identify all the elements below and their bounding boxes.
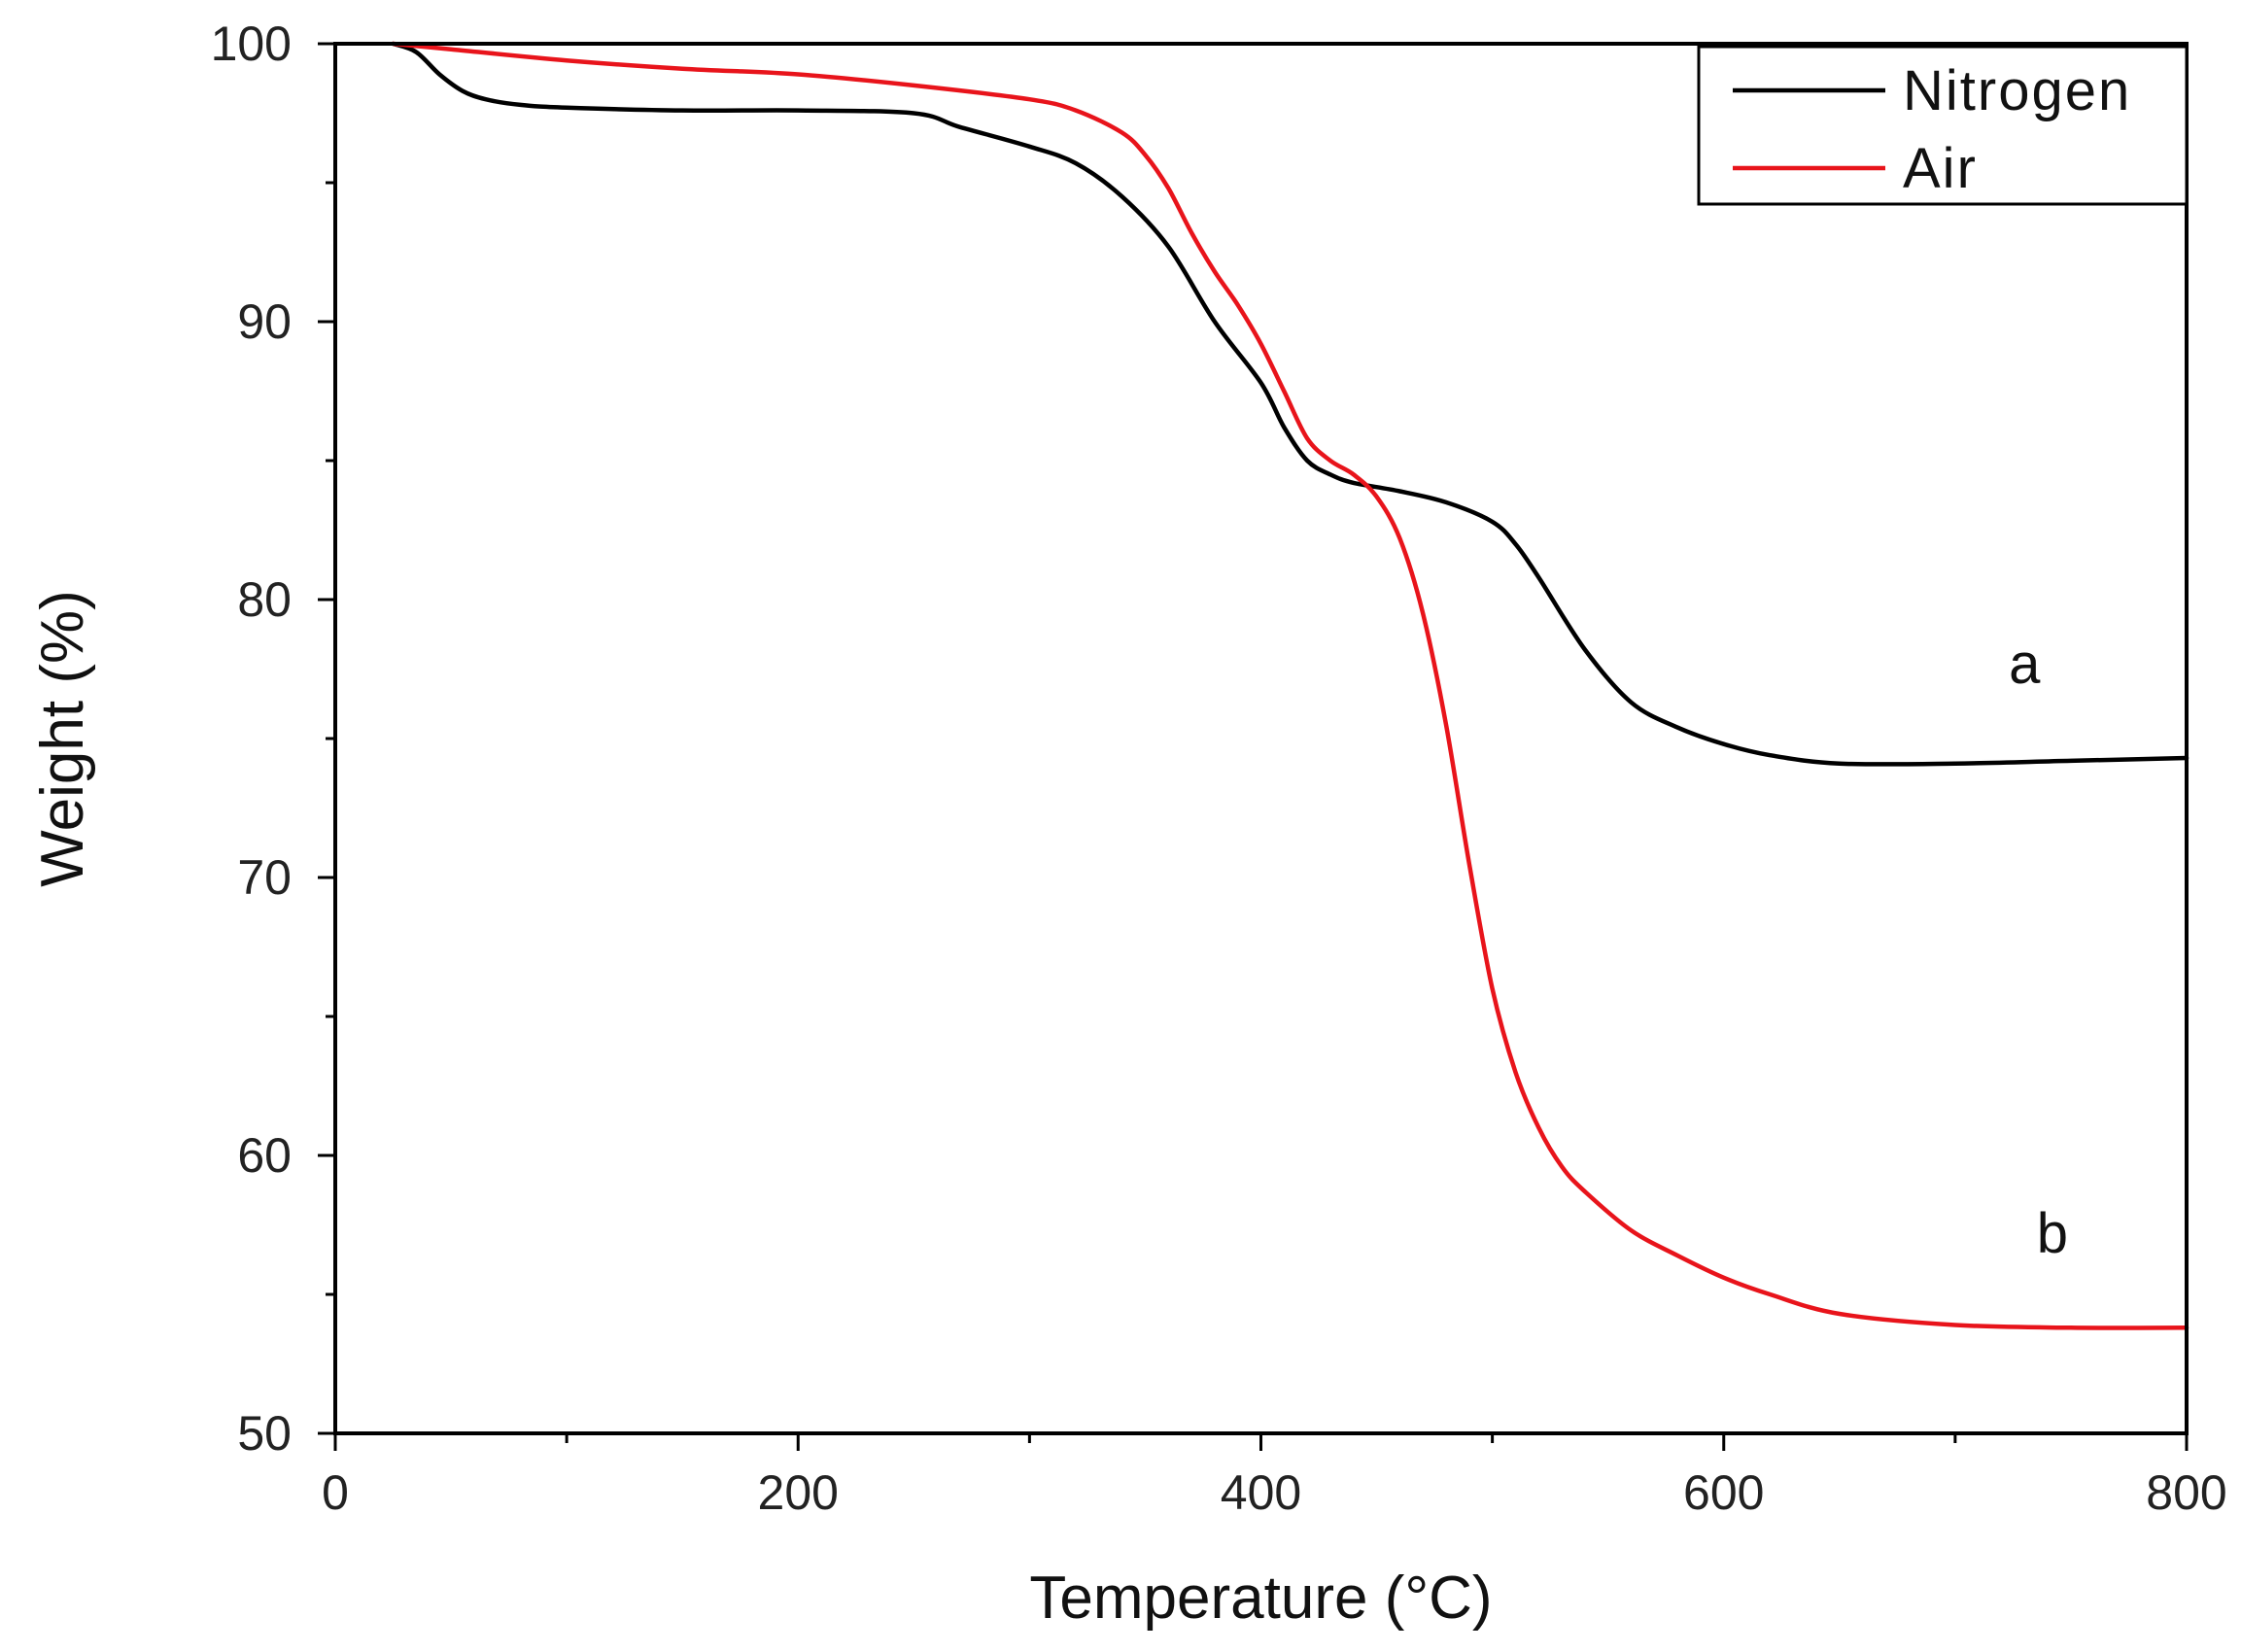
legend-label-air: Air	[1903, 137, 1978, 200]
y-axis-title: Weight (%)	[29, 590, 96, 887]
y-tick-label: 50	[237, 1406, 292, 1461]
axis-tick-labels: 0 200 400 600 800 50 60 70 80 90 100	[211, 17, 2227, 1520]
x-tick-label: 600	[1683, 1465, 1764, 1520]
legend-box	[1697, 45, 2189, 206]
series-line-nitrogen	[391, 41, 2189, 767]
y-tick-label: 80	[237, 572, 292, 627]
y-tick-label: 60	[237, 1128, 292, 1183]
y-tick-label: 100	[211, 17, 292, 71]
x-tick-label: 400	[1221, 1465, 1301, 1520]
curve-label-b: b	[2037, 1202, 2068, 1265]
legend: Nitrogen Air	[1697, 45, 2189, 206]
series-line-air	[391, 41, 2189, 1330]
legend-label-nitrogen: Nitrogen	[1903, 59, 2131, 122]
y-tick-label: 70	[237, 850, 292, 905]
x-tick-label: 0	[322, 1465, 349, 1520]
plot-curves	[391, 41, 2189, 1330]
curve-labels: ab	[2009, 633, 2068, 1265]
axis-ticks	[318, 42, 2189, 1451]
x-tick-label: 800	[2146, 1465, 2226, 1520]
y-tick-label: 90	[237, 294, 292, 349]
x-tick-label: 200	[758, 1465, 839, 1520]
x-axis-title: Temperature (°C)	[1029, 1565, 1492, 1632]
curve-label-a: a	[2009, 633, 2041, 696]
